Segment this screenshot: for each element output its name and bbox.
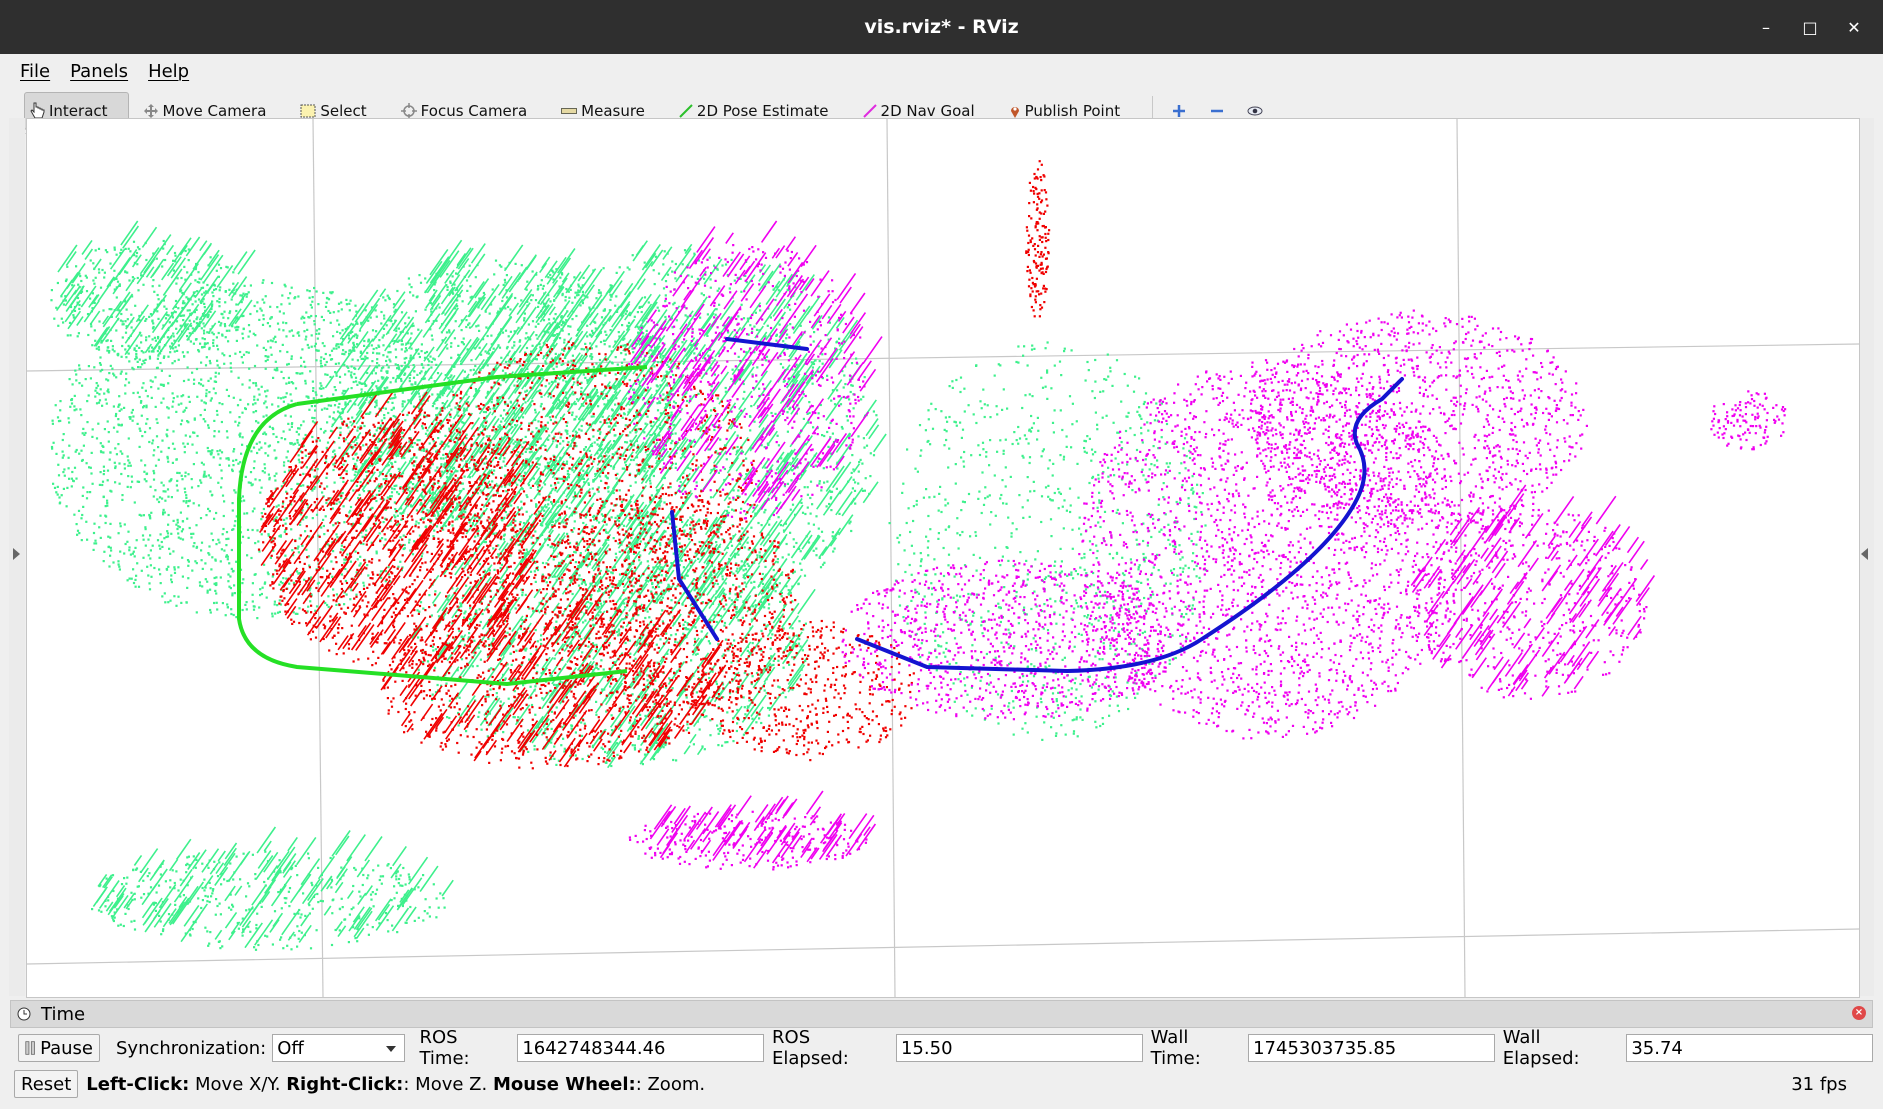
toolbar-separator	[1152, 96, 1154, 126]
chevron-right-icon	[13, 548, 20, 560]
close-icon[interactable]: ✕	[1847, 17, 1861, 37]
time-panel: Time × Pause Synchronization: Off ROS Ti…	[10, 1000, 1873, 1104]
wall-time-label: Wall Time:	[1150, 1027, 1201, 1069]
window-title: vis.rviz* - RViz	[864, 16, 1019, 38]
publish-point-tool-label: Publish Point	[1024, 102, 1121, 120]
pose-estimate-tool-label: 2D Pose Estimate	[696, 102, 829, 120]
ros-elapsed-label: ROS Elapsed:	[772, 1027, 849, 1069]
select-tool-label: Select	[320, 102, 367, 120]
interact-tool-label: Interact	[49, 102, 108, 120]
map-pin-icon	[1010, 107, 1019, 118]
select-tool-button[interactable]: Select	[292, 93, 374, 129]
menu-file[interactable]: File	[20, 60, 51, 82]
wall-time-field[interactable]: 1745303735.85	[1248, 1034, 1495, 1062]
hand-pointer-icon	[30, 102, 45, 119]
publish-point-tool-button[interactable]: Publish Point	[1001, 93, 1128, 129]
right-click-label: Right-Click:	[286, 1073, 404, 1095]
ros-elapsed-field[interactable]: 15.50	[895, 1034, 1143, 1062]
sync-value: Off	[277, 1037, 304, 1059]
time-controls-row: Pause Synchronization: Off ROS Time: 164…	[10, 1027, 1873, 1069]
trajectory-green	[237, 365, 648, 687]
left-click-text: Move X/Y.	[189, 1073, 287, 1095]
wall-time-value: 1745303735.85	[1253, 1037, 1397, 1059]
pose-estimate-tool-button[interactable]: 2D Pose Estimate	[671, 93, 837, 129]
move-camera-tool-button[interactable]: Move Camera	[135, 93, 275, 129]
point-clouds	[50, 160, 1787, 951]
ros-time-value: 1642748344.46	[522, 1037, 666, 1059]
ros-elapsed-value: 15.50	[900, 1037, 953, 1059]
time-panel-title: Time	[41, 1003, 86, 1025]
wheel-text: : Zoom.	[635, 1073, 706, 1095]
ruler-icon	[561, 108, 578, 114]
point-cloud-view[interactable]	[27, 119, 1859, 997]
magenta-arrow-icon	[862, 104, 877, 118]
green-arrow-icon	[679, 104, 693, 118]
camera-view-button[interactable]	[1239, 93, 1271, 129]
wall-elapsed-value: 35.74	[1631, 1037, 1683, 1059]
measure-tool-button[interactable]: Measure	[553, 93, 653, 129]
maximize-icon[interactable]: □	[1802, 17, 1818, 37]
window-controls: – □ ✕	[1757, 0, 1863, 54]
nav-goal-tool-button[interactable]: 2D Nav Goal	[855, 93, 983, 129]
wall-elapsed-label: Wall Elapsed:	[1502, 1027, 1580, 1069]
chevron-down-icon	[386, 1046, 397, 1052]
clock-icon	[17, 1007, 31, 1021]
wall-elapsed-field[interactable]: 35.74	[1626, 1034, 1873, 1062]
select-box-icon	[300, 104, 316, 118]
left-click-label: Left-Click:	[86, 1073, 190, 1095]
measure-tool-label: Measure	[581, 102, 645, 120]
nav-goal-tool-label: 2D Nav Goal	[880, 102, 975, 120]
render-viewport[interactable]	[26, 118, 1860, 998]
sync-label: Synchronization:	[116, 1037, 267, 1059]
camera-view-icon	[1247, 106, 1263, 116]
wheel-label: Mouse Wheel:	[492, 1073, 636, 1095]
status-help-text: Left-Click: Move X/Y. Right-Click:: Move…	[86, 1074, 705, 1095]
add-tool-icon	[1173, 105, 1186, 117]
add-tool-button[interactable]	[1163, 93, 1195, 129]
ros-time-field[interactable]: 1642748344.46	[517, 1034, 765, 1062]
trajectory-blue	[670, 337, 1404, 674]
ros-time-label: ROS Time:	[419, 1027, 470, 1069]
focus-camera-icon	[400, 103, 417, 119]
time-panel-header: Time ×	[10, 1000, 1873, 1028]
remove-tool-icon	[1211, 109, 1224, 113]
pause-button[interactable]: Pause	[18, 1034, 100, 1062]
window-titlebar: vis.rviz* - RViz – □ ✕	[0, 0, 1883, 54]
sync-select[interactable]: Off	[272, 1034, 406, 1062]
right-click-text: : Move Z.	[403, 1073, 493, 1095]
focus-camera-tool-label: Focus Camera	[420, 102, 528, 120]
reset-label: Reset	[21, 1073, 72, 1095]
focus-camera-tool-button[interactable]: Focus Camera	[393, 93, 535, 129]
status-bar: Reset Left-Click: Move X/Y. Right-Click:…	[10, 1068, 1873, 1100]
menu-bar: File Panels Help	[0, 54, 1883, 88]
panel-close-icon[interactable]: ×	[1852, 1006, 1866, 1020]
pause-label: Pause	[40, 1037, 93, 1059]
pause-icon	[25, 1041, 35, 1055]
toolbar: Interact Move Camera Select Focus Camera…	[10, 89, 1873, 134]
right-dock-handle[interactable]	[1858, 118, 1874, 996]
left-dock-handle[interactable]	[9, 118, 25, 996]
move-camera-tool-label: Move Camera	[162, 102, 267, 120]
fps-counter: 31 fps	[1791, 1074, 1847, 1095]
menu-help[interactable]: Help	[148, 60, 190, 82]
minimize-icon[interactable]: –	[1762, 17, 1770, 37]
chevron-left-icon	[1861, 548, 1868, 560]
menu-panels[interactable]: Panels	[70, 60, 129, 82]
reset-button[interactable]: Reset	[14, 1070, 79, 1098]
move-camera-icon	[143, 104, 158, 118]
